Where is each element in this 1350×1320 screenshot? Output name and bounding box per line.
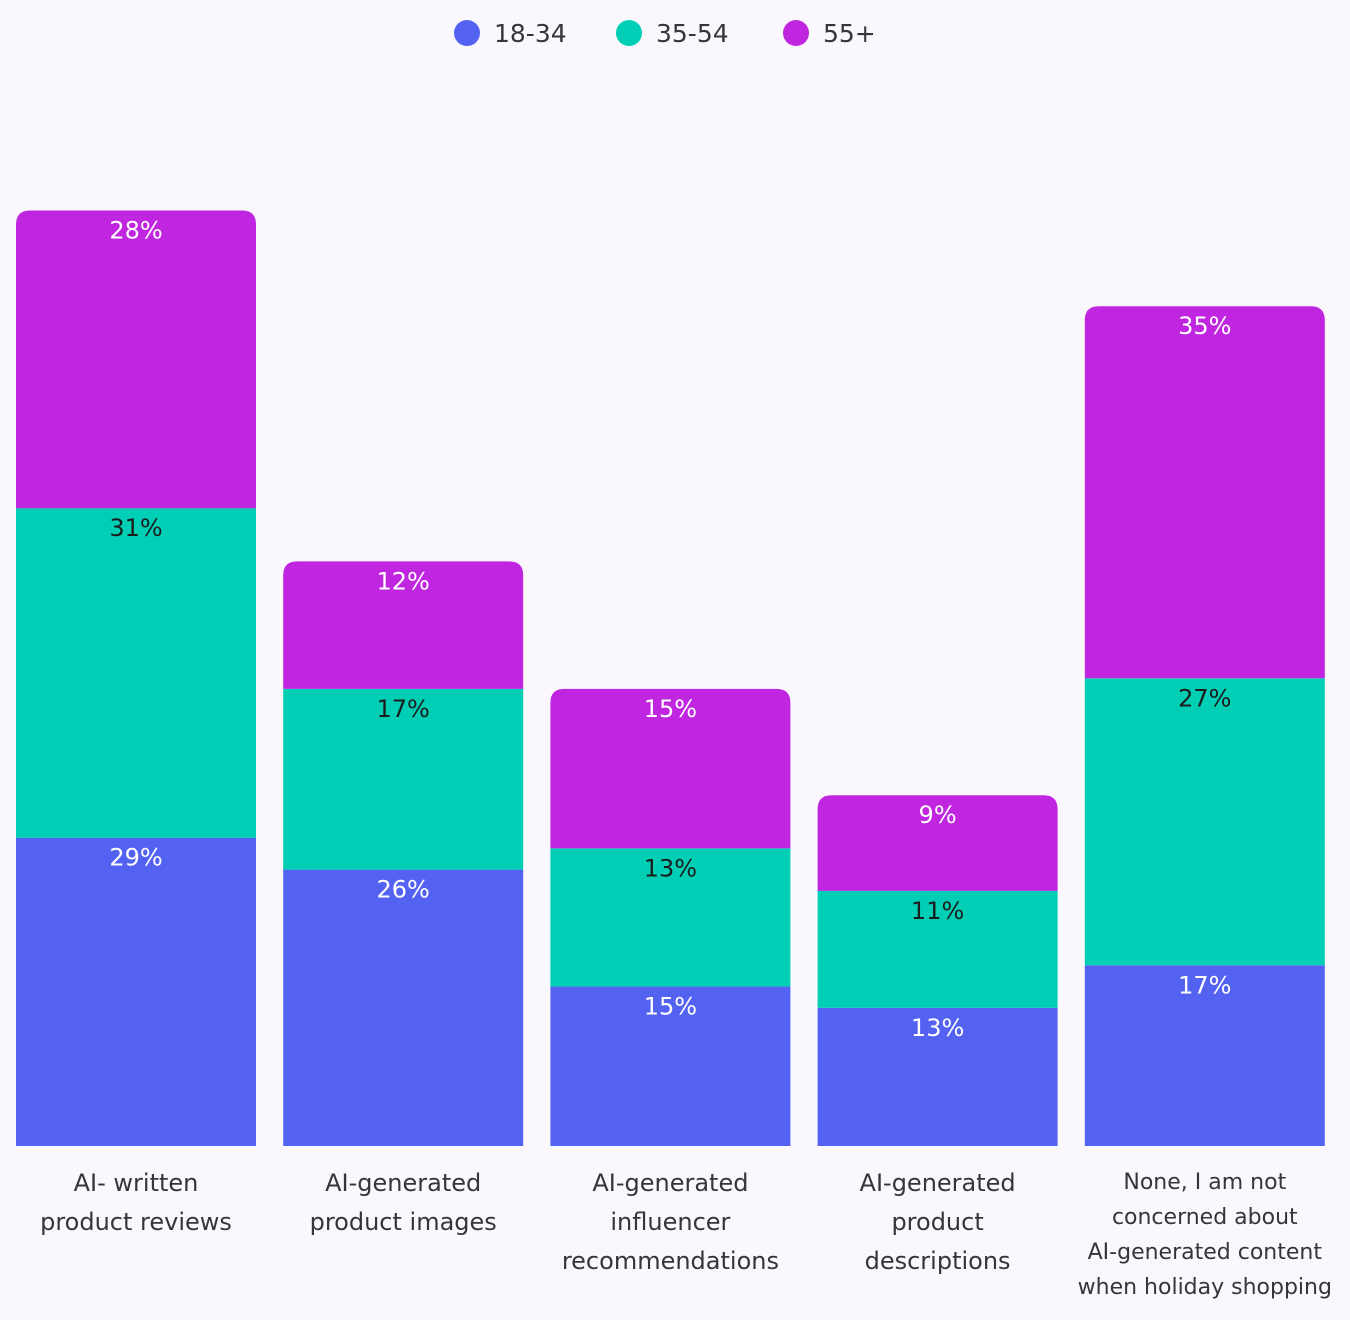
bar-segment-18-34-1	[16, 837, 256, 1146]
bar-segment-35-54-2	[283, 688, 524, 870]
bar-segment-55-5	[1084, 306, 1325, 679]
data-label-18-34-4: 13%	[911, 1014, 964, 1042]
data-label-55-5: 35%	[1178, 312, 1231, 340]
bar-segment-18-34-5	[1084, 965, 1325, 1146]
data-label-55-2: 12%	[377, 567, 430, 595]
data-label-18-34-3: 15%	[644, 993, 697, 1021]
bar-segment-18-34-4	[817, 1007, 1058, 1146]
category-label-line: AI-generated	[592, 1169, 748, 1197]
category-label-2: AI-generated product images	[310, 1169, 497, 1236]
bar-segment-18-34-2	[283, 869, 524, 1146]
bar-segment-55-2	[283, 561, 524, 689]
category-label-line: AI-generated	[325, 1169, 481, 1197]
data-label-55-3: 15%	[644, 695, 697, 723]
data-label-35-54-3: 13%	[644, 854, 697, 882]
data-label-35-54-1: 31%	[109, 514, 162, 542]
category-label-line: AI-generated	[860, 1169, 1016, 1197]
category-label-line: product images	[310, 1208, 497, 1236]
bar-segment-35-54-4	[817, 890, 1058, 1008]
legend-swatch-55	[783, 20, 809, 46]
bar-segment-55-1	[16, 210, 256, 509]
category-label-line: when holiday shopping	[1078, 1275, 1332, 1300]
bar-stack-2: 26% 17% 12%	[283, 561, 524, 1146]
data-label-35-54-5: 27%	[1178, 684, 1231, 712]
data-label-55-4: 9%	[919, 801, 957, 829]
category-labels: AI- written product reviews AI-generated pr…	[40, 1169, 1332, 1300]
data-label-18-34-2: 26%	[377, 876, 430, 904]
legend-label-55: 55+	[823, 19, 876, 48]
category-label-line: None, I am not	[1123, 1170, 1286, 1195]
bar-segment-18-34-3	[550, 986, 791, 1146]
bar-segment-35-54-1	[16, 508, 256, 838]
bar-stack-3: 15% 13% 15%	[550, 688, 791, 1146]
legend-label-18-34: 18-34	[494, 19, 567, 48]
bar-segment-55-4	[817, 795, 1058, 891]
category-label-line: recommendations	[562, 1247, 779, 1275]
bar-segment-55-3	[550, 688, 791, 849]
category-label-line: descriptions	[865, 1247, 1011, 1275]
category-label-3: AI-generated influencer recommendations	[562, 1169, 779, 1275]
legend-swatch-18-34	[454, 20, 480, 46]
data-label-18-34-1: 29%	[109, 844, 162, 872]
data-label-55-1: 28%	[109, 217, 162, 245]
legend-swatch-35-54	[616, 20, 642, 46]
category-label-line: concerned about	[1112, 1205, 1298, 1230]
data-label-35-54-2: 17%	[377, 695, 430, 723]
category-label-4: AI-generated product descriptions	[860, 1169, 1016, 1275]
legend-label-35-54: 35-54	[656, 19, 729, 48]
data-label-35-54-4: 11%	[911, 897, 964, 925]
data-label-18-34-5: 17%	[1178, 971, 1231, 999]
category-label-line: product	[891, 1208, 983, 1236]
category-label-1: AI- written product reviews	[40, 1169, 232, 1236]
bar-stack-4: 13% 11% 9%	[817, 795, 1058, 1146]
category-label-line: AI-generated content	[1088, 1240, 1323, 1265]
bar-stack-5: 17% 27% 35%	[1084, 306, 1325, 1146]
category-label-line: AI- written	[74, 1169, 199, 1197]
bar-stack-1: 29% 31% 28%	[16, 210, 256, 1146]
bars: 29% 31% 28% 26% 17% 12% 15% 13% 15% 13% 11% 9% 17% 27…	[16, 210, 1325, 1146]
bar-segment-35-54-5	[1084, 678, 1325, 966]
category-label-line: product reviews	[40, 1208, 232, 1236]
category-label-line: influencer	[610, 1208, 730, 1236]
bar-segment-35-54-3	[550, 848, 791, 987]
legend: 18-34 35-54 55+	[454, 19, 876, 48]
category-label-5: None, I am not concerned about AI-generate…	[1078, 1170, 1332, 1300]
